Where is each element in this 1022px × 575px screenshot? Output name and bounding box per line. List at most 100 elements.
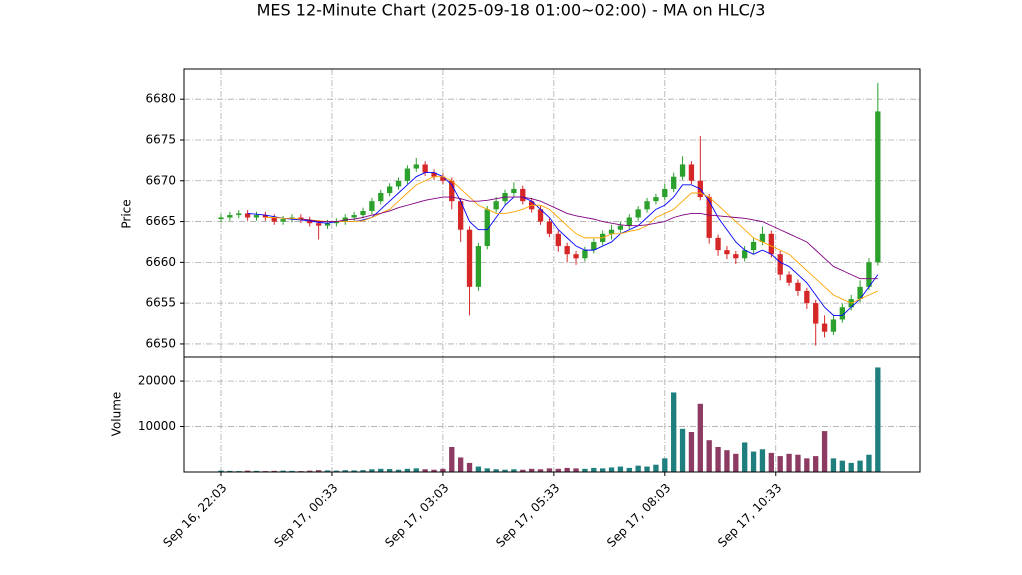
candle-body xyxy=(395,180,402,187)
volume-bar xyxy=(644,466,650,472)
candle-body xyxy=(786,274,792,283)
volume-bar xyxy=(431,469,437,472)
volume-bar xyxy=(671,392,677,472)
volume-frame xyxy=(183,356,921,473)
volume-tick-label: 20000 xyxy=(138,374,176,388)
candle-body xyxy=(759,233,766,242)
volume-bar xyxy=(484,468,490,472)
volume-bar xyxy=(466,462,473,472)
candle-body xyxy=(369,201,375,211)
candle-body xyxy=(866,262,872,287)
candle-body xyxy=(457,201,464,230)
candle-body xyxy=(671,176,677,189)
volume-bar xyxy=(564,467,570,472)
candle-body xyxy=(768,233,774,255)
volume-bar xyxy=(813,456,819,472)
volume-bar xyxy=(821,431,828,472)
candle-body xyxy=(351,215,357,218)
volume-bar xyxy=(315,470,322,472)
volume-bar xyxy=(422,469,428,472)
y-tick-label: 6665 xyxy=(145,214,176,228)
volume-bar xyxy=(520,469,526,472)
candle-body xyxy=(315,223,322,226)
candle-body xyxy=(644,201,650,210)
y-tick-label: 6650 xyxy=(145,336,176,350)
x-tick-label: Sep 17, 03:03 xyxy=(382,481,451,550)
volume-bar xyxy=(600,468,606,472)
candle-body xyxy=(537,209,544,222)
volume-bar xyxy=(289,470,295,472)
candle-body xyxy=(555,233,561,247)
volume-tick-label: 10000 xyxy=(138,419,176,433)
volume-bar xyxy=(404,468,411,472)
candle-body xyxy=(324,223,331,226)
candle-body xyxy=(546,221,553,234)
volume-bar xyxy=(777,456,783,472)
candle-body xyxy=(750,241,757,251)
volume-bar xyxy=(653,464,659,472)
candle-body xyxy=(431,172,437,177)
candle-body xyxy=(679,164,686,177)
candle-body xyxy=(386,186,393,194)
volume-bar xyxy=(626,467,632,472)
volume-bar xyxy=(848,462,854,472)
volume-bar xyxy=(342,470,348,472)
candle-body xyxy=(582,250,588,259)
candle-body xyxy=(777,254,783,275)
candle-body xyxy=(688,164,695,181)
volume-bar xyxy=(244,470,251,472)
volume-bar xyxy=(697,403,703,472)
volume-bar xyxy=(750,451,757,472)
candle-body xyxy=(724,250,730,255)
candle-body xyxy=(564,246,570,255)
candle-body xyxy=(413,164,419,169)
candle-body xyxy=(857,286,863,300)
candle-body xyxy=(626,217,632,226)
volume-bar xyxy=(413,468,419,472)
candle-body xyxy=(591,241,597,251)
candle-body xyxy=(821,323,828,332)
candle-body xyxy=(422,164,428,173)
volume-bar xyxy=(493,469,499,472)
volume-bar xyxy=(218,470,224,472)
ma-line xyxy=(300,196,878,280)
volume-bar xyxy=(635,465,641,472)
volume-bar xyxy=(768,452,774,472)
candle-body xyxy=(307,219,313,224)
volume-bar xyxy=(333,470,340,472)
candle-body xyxy=(706,197,712,238)
candle-body xyxy=(440,176,446,181)
candle-body xyxy=(236,213,242,216)
candle-body xyxy=(804,290,810,304)
volume-bar xyxy=(759,449,766,472)
y-axis-label: Price xyxy=(120,199,134,228)
volume-bar xyxy=(537,469,544,472)
volume-axis-label: Volume xyxy=(110,392,124,437)
x-tick-label: Sep 17, 05:33 xyxy=(493,481,562,550)
volume-bar xyxy=(591,467,597,472)
candle-body xyxy=(617,225,624,230)
volume-bar xyxy=(378,468,384,472)
ma-line xyxy=(247,172,879,316)
volume-bar xyxy=(253,470,260,472)
candle-body xyxy=(875,111,881,263)
volume-bar xyxy=(502,469,508,472)
candle-body xyxy=(653,197,659,202)
volume-bar xyxy=(555,468,561,472)
volume-bar xyxy=(706,440,712,472)
volume-bar xyxy=(324,470,331,472)
candle-body xyxy=(404,168,411,181)
candle-body xyxy=(466,229,473,287)
candle-body xyxy=(813,303,819,324)
x-tick-label: Sep 17, 00:33 xyxy=(271,481,340,550)
candle-body xyxy=(271,217,277,222)
y-tick-label: 6680 xyxy=(145,92,176,106)
volume-bar xyxy=(875,367,881,472)
candle-body xyxy=(449,180,455,202)
volume-bar xyxy=(804,458,810,472)
candle-body xyxy=(484,209,490,247)
candle-body xyxy=(280,219,286,222)
volume-bar xyxy=(715,447,721,472)
volume-bar xyxy=(582,468,588,472)
volume-bar xyxy=(360,470,366,472)
